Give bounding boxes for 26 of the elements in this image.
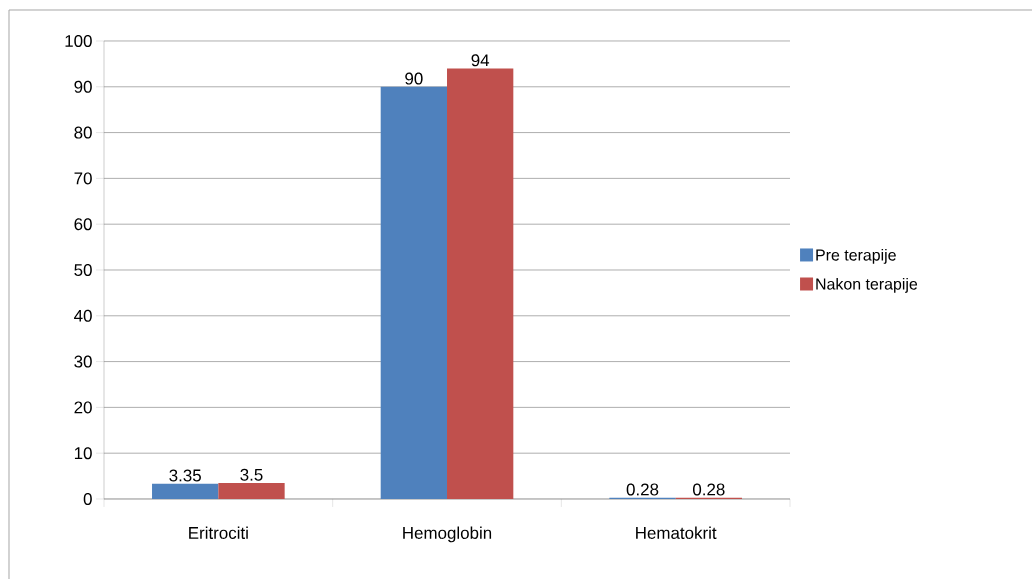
x-tick-label: Hematokrit [636,526,717,539]
legend-label: Nakon terapije [816,277,918,293]
y-tick-label: 10 [74,447,92,460]
data-label: 3.5 [240,468,263,481]
y-tick-label: 50 [74,263,92,276]
data-label: 94 [471,54,490,67]
data-label: 3.35 [169,469,201,482]
y-tick-label: 100 [65,34,92,47]
legend-label: Pre terapije [816,248,896,264]
y-tick-label: 30 [74,355,92,368]
x-tick-label: Hemoglobin [403,526,492,543]
data-label: 0.28 [693,483,725,496]
x-tick-label: Eritrociti [189,526,248,539]
bar [447,68,514,499]
y-tick-label: 60 [74,218,92,231]
data-label: 90 [405,72,423,85]
data-label: 0.28 [626,483,659,496]
y-tick-label: 0 [83,492,92,505]
y-tick-label: 40 [74,309,92,322]
bar [152,483,219,499]
y-tick-label: 80 [74,126,92,139]
y-tick-label: 20 [74,401,92,414]
bar [380,86,448,499]
bar [218,482,285,499]
y-tick-label: 70 [74,172,92,185]
y-tick-label: 90 [74,80,92,93]
